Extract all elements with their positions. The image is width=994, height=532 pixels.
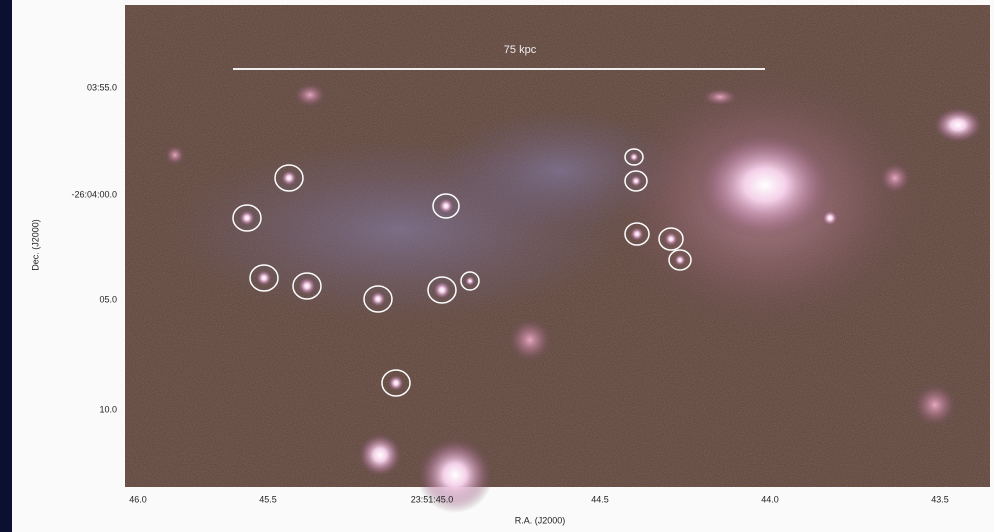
y-tick-label: 05.0 bbox=[99, 294, 117, 304]
y-tick-label: 03:55.0 bbox=[87, 82, 117, 92]
x-tick-label: 44.0 bbox=[761, 494, 779, 504]
x-tick-label: 44.5 bbox=[591, 494, 609, 504]
y-tick-label: -26:04:00.0 bbox=[71, 189, 117, 199]
y-axis-label: Dec. (J2000) bbox=[30, 219, 40, 271]
x-axis-label: R.A. (J2000) bbox=[515, 515, 566, 525]
y-tick-label: 10.0 bbox=[99, 404, 117, 414]
x-tick-label: 45.5 bbox=[259, 494, 277, 504]
x-tick-label: 23:51:45.0 bbox=[411, 494, 454, 504]
sky-image: 75 kpc bbox=[125, 5, 990, 513]
scale-bar-label: 75 kpc bbox=[504, 44, 537, 56]
figure: 75 kpc Dec. (J2000) 03:55.0 -26:04:00.0 05… bbox=[0, 0, 994, 532]
x-tick-label: 43.5 bbox=[931, 494, 949, 504]
x-tick-label: 46.0 bbox=[129, 494, 147, 504]
